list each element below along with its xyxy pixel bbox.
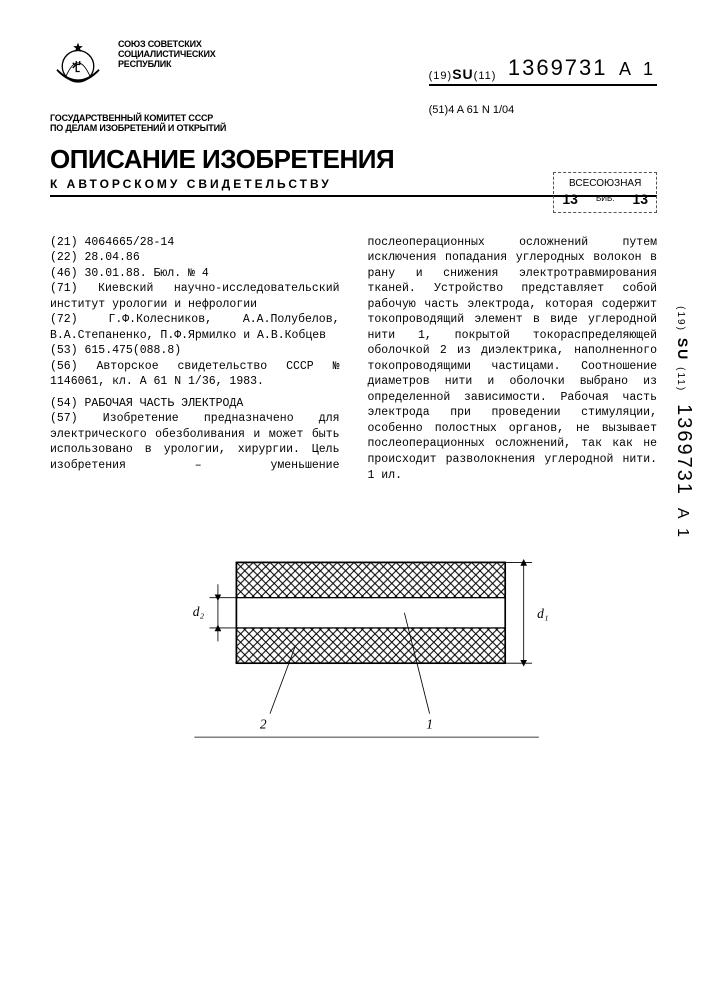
figure-1: d₁ d₂ 2 1: [50, 513, 657, 763]
union-text: СОЮЗ СОВЕТСКИХ СОЦИАЛИСТИЧЕСКИХ РЕСПУБЛИ…: [118, 40, 216, 70]
shell-bottom: [236, 628, 505, 663]
side-publication-number: (19) SU (11) 1369731 A 1: [672, 306, 695, 540]
shell-top: [236, 562, 505, 597]
ipc-class: (51)4 A 61 N 1/04: [429, 104, 657, 116]
dim-d2-label: d₂: [192, 604, 204, 619]
bibliographic-abstract-text: (21) 4064665/28-14 (22) 28.04.86 (46) 30…: [50, 235, 657, 483]
title-main: ОПИСАНИЕ ИЗОБРЕТЕНИЯ: [50, 144, 657, 175]
government-committee-text: ГОСУДАРСТВЕННЫЙ КОМИТЕТ СССР ПО ДЕЛАМ ИЗ…: [50, 114, 657, 134]
core-thread: [236, 598, 505, 628]
publication-number-block: (19)SU(11) 1369731 A 1 (51)4 A 61 N 1/04: [429, 55, 657, 116]
ref-2-label: 2: [259, 717, 266, 732]
dim-d1-label: d₁: [537, 606, 548, 621]
ref-1-label: 1: [426, 717, 433, 732]
state-emblem-icon: [50, 40, 106, 96]
library-stamp: ВСЕСОЮЗНАЯ 13 БИБ. 13: [553, 172, 657, 213]
